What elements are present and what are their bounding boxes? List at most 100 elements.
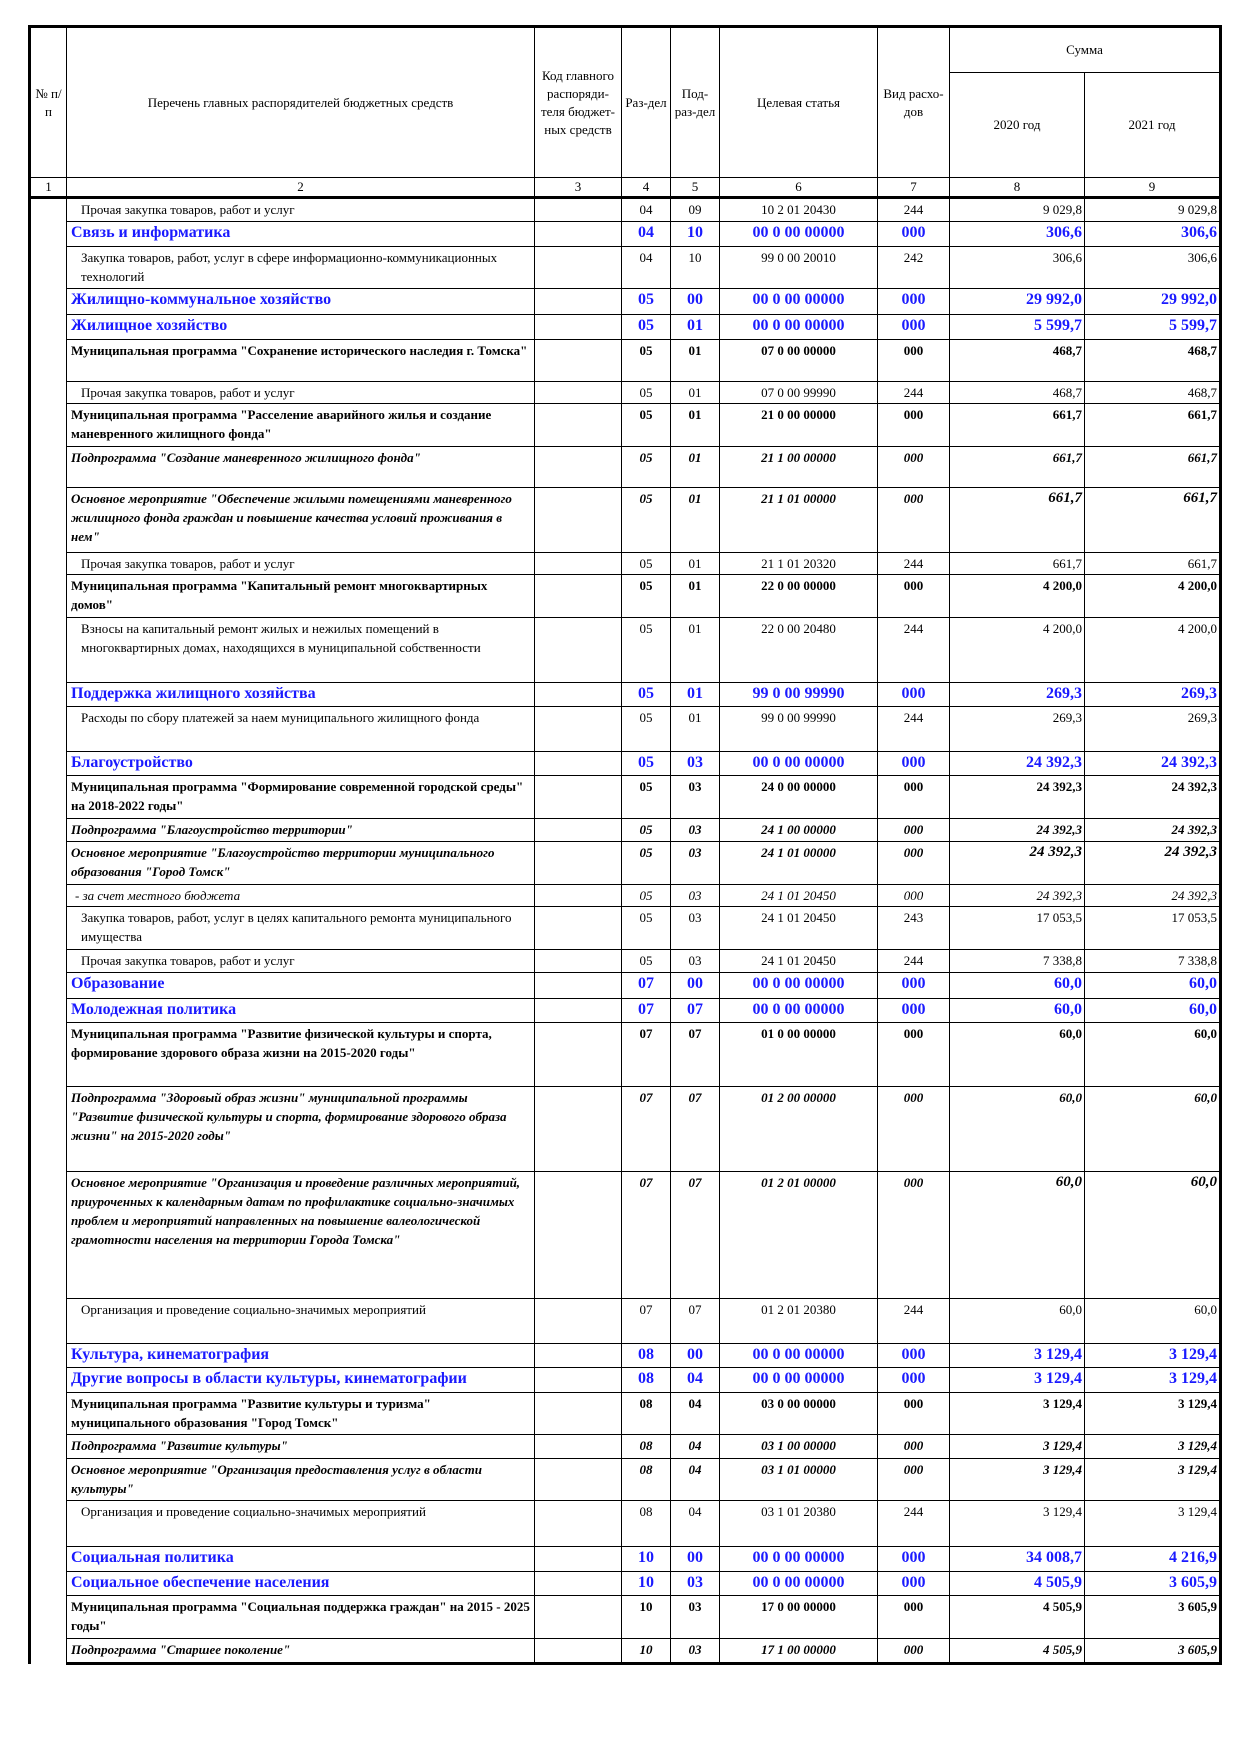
row-vid: 000 (877, 841, 950, 885)
row-razdel: 05 (621, 818, 671, 842)
row-podrazdel: 03 (670, 818, 720, 842)
row-podrazdel: 03 (670, 1571, 720, 1596)
row-razdel: 08 (621, 1434, 671, 1459)
row-vid: 000 (877, 818, 950, 842)
row-sum-2020: 306,6 (949, 246, 1085, 289)
row-target: 24 0 00 00000 (719, 775, 878, 819)
row-target: 99 0 00 20010 (719, 246, 878, 289)
row-razdel: 08 (621, 1392, 671, 1435)
row-sum-2020: 24 392,3 (949, 818, 1085, 842)
row-razdel: 07 (621, 972, 671, 999)
row-podrazdel: 01 (670, 487, 720, 553)
row-sum-2021: 661,7 (1084, 487, 1222, 553)
row-podrazdel: 04 (670, 1434, 720, 1459)
row-podrazdel: 01 (670, 381, 720, 404)
table-row: Закупка товаров, работ, услуг в целях ка… (30, 906, 1222, 950)
row-podrazdel: 04 (670, 1458, 720, 1501)
row-name: Молодежная политика (66, 998, 535, 1023)
row-sum-2020: 661,7 (949, 487, 1085, 553)
row-podrazdel: 04 (670, 1392, 720, 1435)
row-razdel: 05 (621, 751, 671, 776)
row-sum-2021: 24 392,3 (1084, 841, 1222, 885)
row-sum-2021: 4 200,0 (1084, 617, 1222, 683)
row-sum-2020: 4 505,9 (949, 1595, 1085, 1639)
header-num: № п/п (28, 26, 67, 178)
header-vid: Вид расхо-дов (877, 26, 950, 178)
row-sum-2020: 661,7 (949, 446, 1085, 488)
row-name: - за счет местного бюджета (66, 884, 535, 907)
row-podrazdel: 00 (670, 1343, 720, 1368)
header-sum: Сумма (949, 26, 1222, 73)
row-podrazdel: 07 (670, 998, 720, 1023)
row-razdel: 05 (621, 403, 671, 447)
row-code (534, 221, 622, 247)
row-sum-2021: 4 216,9 (1084, 1546, 1222, 1572)
row-code (534, 1595, 622, 1639)
row-code (534, 314, 622, 340)
row-sum-2020: 5 599,7 (949, 314, 1085, 340)
row-sum-2020: 3 129,4 (949, 1500, 1085, 1547)
row-name: Прочая закупка товаров, работ и услуг (66, 552, 535, 575)
column-number: 1 (28, 177, 67, 199)
row-sum-2021: 60,0 (1084, 1022, 1222, 1087)
row-sum-2020: 34 008,7 (949, 1546, 1085, 1572)
row-name: Подпрограмма "Развитие культуры" (66, 1434, 535, 1459)
table-row: Образование 07 00 00 0 00 00000 000 60,0 60,0 (30, 972, 1222, 999)
column-number: 6 (719, 177, 878, 199)
row-name: Связь и информатика (66, 221, 535, 247)
row-vid: 000 (877, 1434, 950, 1459)
row-name: Подпрограмма "Благоустройство территории… (66, 818, 535, 842)
row-vid: 243 (877, 906, 950, 950)
row-target: 00 0 00 00000 (719, 751, 878, 776)
row-code (534, 706, 622, 752)
row-code (534, 403, 622, 447)
row-target: 24 1 01 20450 (719, 884, 878, 907)
row-code (534, 446, 622, 488)
row-target: 17 0 00 00000 (719, 1595, 878, 1639)
row-sum-2021: 306,6 (1084, 221, 1222, 247)
row-razdel: 07 (621, 1086, 671, 1172)
row-sum-2021: 3 129,4 (1084, 1367, 1222, 1393)
table-row: Культура, кинематография 08 00 00 0 00 0000… (30, 1343, 1222, 1368)
row-razdel: 05 (621, 314, 671, 340)
row-razdel: 05 (621, 339, 671, 382)
table-row: Прочая закупка товаров, работ и услуг 05 0… (30, 381, 1222, 404)
column-number: 7 (877, 177, 950, 199)
row-sum-2021: 29 992,0 (1084, 288, 1222, 315)
row-podrazdel: 04 (670, 1367, 720, 1393)
row-sum-2020: 60,0 (949, 972, 1085, 999)
row-name: Организация и проведение социально-значи… (66, 1298, 535, 1344)
row-target: 00 0 00 00000 (719, 972, 878, 999)
row-code (534, 487, 622, 553)
row-razdel: 05 (621, 617, 671, 683)
row-podrazdel: 04 (670, 1500, 720, 1547)
row-razdel: 07 (621, 1171, 671, 1299)
row-target: 01 0 00 00000 (719, 1022, 878, 1087)
table-row: Муниципальная программа "Капитальный рем… (30, 574, 1222, 618)
row-sum-2021: 24 392,3 (1084, 884, 1222, 907)
row-razdel: 08 (621, 1500, 671, 1547)
row-sum-2021: 3 605,9 (1084, 1638, 1222, 1665)
row-name: Основное мероприятие "Организация и пров… (66, 1171, 535, 1299)
row-razdel: 05 (621, 552, 671, 575)
row-podrazdel: 10 (670, 221, 720, 247)
row-sum-2021: 3 129,4 (1084, 1458, 1222, 1501)
row-podrazdel: 01 (670, 552, 720, 575)
row-vid: 000 (877, 1367, 950, 1393)
row-razdel: 05 (621, 381, 671, 404)
row-sum-2020: 4 200,0 (949, 617, 1085, 683)
row-code (534, 617, 622, 683)
row-vid: 000 (877, 1571, 950, 1596)
table-row: Подпрограмма "Благоустройство территории… (30, 818, 1222, 842)
table-row: Жилищно-коммунальное хозяйство 05 00 00 0 0… (30, 288, 1222, 315)
row-vid: 000 (877, 751, 950, 776)
row-vid: 000 (877, 1595, 950, 1639)
row-target: 22 0 00 00000 (719, 574, 878, 618)
row-vid: 000 (877, 221, 950, 247)
row-razdel: 10 (621, 1638, 671, 1665)
row-name: Муниципальная программа "Сохранение исто… (66, 339, 535, 382)
row-sum-2020: 9 029,8 (949, 197, 1085, 222)
row-sum-2021: 60,0 (1084, 972, 1222, 999)
table-row: Муниципальная программа "Социальная подд… (30, 1595, 1222, 1639)
row-vid: 000 (877, 487, 950, 553)
